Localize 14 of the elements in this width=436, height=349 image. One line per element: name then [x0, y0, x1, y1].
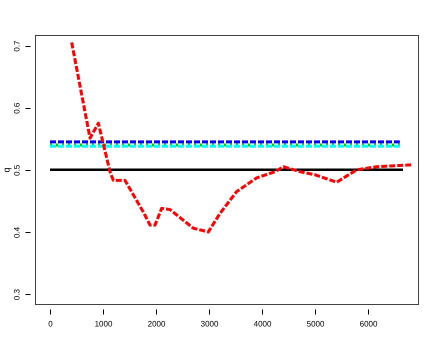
x-tick-label: 6000 [360, 320, 378, 328]
y-tick-label: 0.4 [12, 226, 22, 238]
line-series [70, 40, 414, 234]
y-tick-label: 0.3 [12, 288, 22, 300]
x-tick-label: 5000 [306, 320, 325, 328]
y-axis-title: q [2, 167, 12, 173]
x-tick-label: 1000 [94, 320, 113, 328]
y-tick-label: 0.7 [12, 40, 22, 52]
x-tick-label: 0 [48, 320, 54, 328]
y-tick-label: 0.5 [12, 164, 22, 176]
x-tick-label: 3000 [200, 320, 219, 328]
x-tick-label: 2000 [148, 320, 166, 328]
y-tick-label: 0.6 [12, 102, 22, 114]
x-tick-label: 4000 [254, 320, 272, 328]
